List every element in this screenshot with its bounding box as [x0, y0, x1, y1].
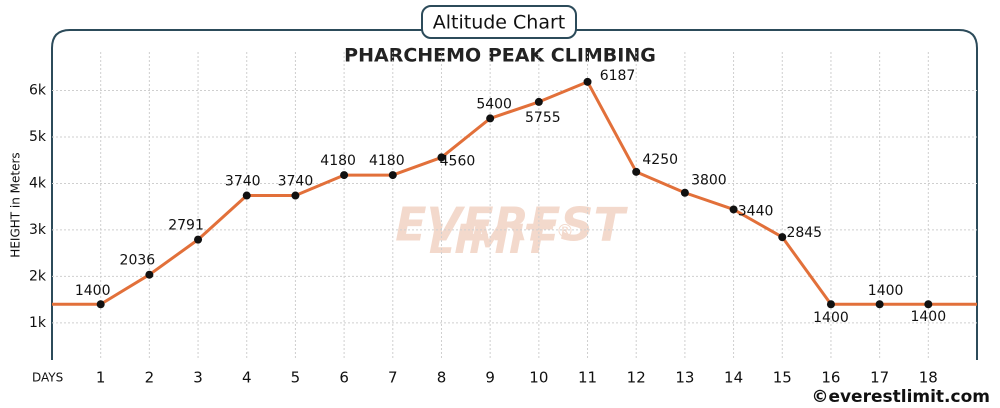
- data-point: [194, 235, 203, 244]
- data-label: 3800: [691, 173, 727, 189]
- y-tick-label: 2k: [29, 268, 47, 284]
- data-label: 1400: [813, 310, 849, 326]
- y-tick-label: 1k: [29, 315, 47, 331]
- data-point: [437, 153, 446, 162]
- data-point: [145, 270, 154, 279]
- data-label: 1400: [75, 283, 111, 299]
- x-tick-label: 4: [242, 369, 252, 387]
- x-tick-label: 7: [388, 369, 398, 387]
- watermark: ®: [556, 221, 574, 242]
- data-label: 3440: [738, 203, 774, 219]
- data-point: [486, 114, 495, 123]
- x-tick-label: 8: [437, 369, 447, 387]
- data-point: [242, 191, 251, 200]
- x-axis-label: DAYS: [32, 371, 63, 385]
- data-point: [534, 97, 543, 106]
- data-label: 2845: [786, 225, 822, 241]
- data-point: [778, 233, 787, 242]
- data-label: 4560: [440, 153, 476, 169]
- x-tick-label: 9: [485, 369, 495, 387]
- data-label: 1400: [910, 309, 946, 325]
- y-tick-label: 3k: [29, 222, 47, 238]
- data-label: 4180: [320, 153, 356, 169]
- data-point: [340, 171, 349, 180]
- x-tick-label: 10: [529, 369, 548, 387]
- data-point: [826, 300, 835, 309]
- watermark: LIMIT: [429, 217, 554, 263]
- data-point: [924, 300, 933, 309]
- data-line: [99, 80, 929, 306]
- data-label: 4250: [642, 152, 678, 168]
- y-axis-label: HEIGHT in Meters: [9, 152, 23, 257]
- data-label: 2791: [168, 218, 204, 234]
- data-label: 6187: [600, 68, 636, 84]
- data-label: 3740: [225, 174, 261, 190]
- header-box: [421, 5, 577, 39]
- data-label: 5755: [525, 110, 561, 126]
- x-tick-label: 16: [821, 369, 840, 387]
- data-label: 2036: [120, 253, 156, 269]
- data-point: [875, 300, 884, 309]
- data-point: [388, 171, 397, 180]
- data-point: [583, 77, 592, 86]
- data-label: 4180: [369, 153, 405, 169]
- header: Altitude Chart: [433, 12, 566, 34]
- y-tick-label: 5k: [29, 129, 47, 145]
- data-point: [680, 188, 689, 197]
- y-tick-label: 6k: [29, 83, 47, 99]
- data-point: [632, 167, 641, 176]
- watermark: EVEREST: [395, 198, 628, 252]
- x-tick-label: 11: [578, 369, 597, 387]
- footer: ©everestlimit.com: [811, 387, 990, 407]
- x-tick-label: 13: [675, 369, 694, 387]
- x-tick-label: 5: [291, 369, 301, 387]
- x-tick-label: 1: [96, 369, 106, 387]
- data-label: 5400: [476, 96, 512, 112]
- data-label: 3740: [278, 174, 314, 190]
- x-tick-label: 14: [724, 369, 743, 387]
- x-tick-label: 2: [145, 369, 155, 387]
- y-tick-label: 4k: [29, 175, 47, 191]
- x-tick-label: 18: [919, 369, 938, 387]
- x-tick-label: 17: [870, 369, 889, 387]
- x-tick-label: 12: [627, 369, 646, 387]
- chart-title: PHARCHEMO PEAK CLIMBING: [344, 45, 656, 67]
- x-tick-label: 3: [193, 369, 203, 387]
- x-tick-label: 6: [339, 369, 349, 387]
- x-tick-label: 15: [773, 369, 792, 387]
- data-point: [291, 191, 300, 200]
- data-label: 1400: [868, 283, 904, 299]
- data-point: [96, 300, 105, 309]
- data-point: [729, 205, 738, 214]
